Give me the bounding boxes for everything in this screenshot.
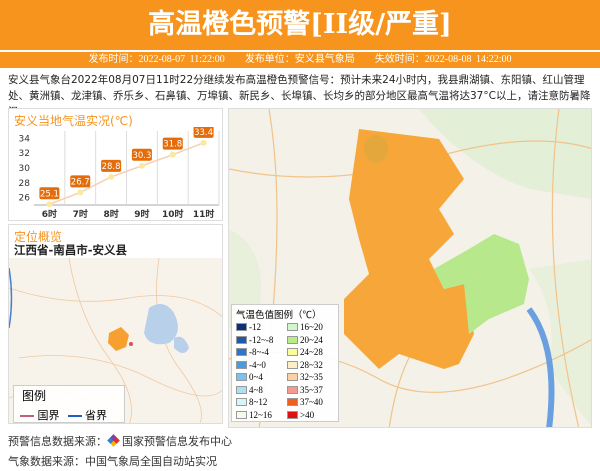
data-point	[200, 139, 207, 146]
temp-legend-item: -8~-4	[236, 347, 269, 357]
data-label-bg	[131, 148, 152, 161]
legend-title: 图例	[22, 389, 47, 403]
temperature-line	[49, 142, 204, 205]
location-panel: 定位概览 江西省-南昌市-安义县 图例 国界 省界	[8, 224, 223, 424]
legend-swatch	[287, 348, 298, 356]
legend-swatch	[287, 385, 298, 394]
expire-time: 失效时间：2022-08-08 14:22:00	[374, 54, 512, 65]
legend-swatch	[287, 323, 298, 331]
legend-swatch	[236, 398, 247, 406]
temp-legend-item: 0~4	[236, 372, 263, 382]
location-title: 定位概览	[14, 230, 63, 244]
location-path: 江西省-南昌市-安义县	[14, 243, 128, 257]
legend-province-border: 省界	[67, 407, 107, 423]
warning-area-map[interactable]: 气温色值图例（℃） -12 -12~-8 -8~-4 -4~0 0~4 4~8 8~12 12…	[228, 108, 592, 428]
temp-legend-title: 气温色值图例（℃）	[236, 311, 322, 321]
data-label: 33.4	[194, 128, 213, 138]
legend-swatch	[236, 373, 247, 381]
temp-legend-item: -12	[236, 322, 261, 332]
data-label-bg	[193, 127, 214, 138]
legend-swatch	[287, 373, 298, 381]
issuer: 发布单位：安义县气象局	[244, 54, 355, 65]
y-tick-label: 32	[19, 149, 30, 159]
chart-title: 安义当地气温实况(℃)	[14, 114, 133, 128]
temp-legend-item: 28~32	[287, 360, 323, 370]
temp-legend-item: 35~37	[287, 385, 323, 395]
y-tick-label: 26	[19, 194, 31, 204]
legend-swatch	[236, 323, 247, 331]
data-label: 26.7	[71, 177, 90, 187]
warning-description: 安义县气象台2022年08月07日11时22分继续发布高温橙色预警信号：预计未来…	[8, 74, 591, 118]
temp-legend-item: 16~20	[287, 322, 323, 332]
temp-legend-item: 24~28	[287, 347, 323, 357]
legend-swatch	[236, 348, 247, 356]
data-label-bg	[101, 159, 122, 172]
temp-legend-item: 8~12	[236, 397, 267, 407]
data-point	[77, 189, 84, 196]
temperature-chart-panel: 安义当地气温实况(℃) 6时 7时 8时 9时 10时 11时 26 28 30 32 34 25.1…	[8, 108, 223, 221]
legend-swatch	[287, 360, 298, 369]
warning-center-logo-icon	[107, 434, 120, 447]
data-label-bg	[70, 175, 91, 188]
warning-title: 高温橙色预警[II级/严重]	[0, 0, 600, 50]
temp-legend-item: 20~24	[287, 335, 323, 345]
legend-national-border: 国界	[20, 407, 60, 423]
data-label: 28.8	[102, 162, 121, 172]
data-point	[108, 173, 115, 180]
data-label: 31.8	[163, 140, 182, 150]
temp-legend-item: 32~35	[287, 372, 323, 382]
temperature-legend: 气温色值图例（℃） -12 -12~-8 -8~-4 -4~0 0~4 4~8 8~12 12…	[231, 304, 339, 422]
data-point	[138, 162, 145, 169]
data-label-bg	[39, 187, 60, 200]
temp-legend-item: 12~16	[236, 410, 272, 420]
warning-meta: 发布时间：2022-08-07 11:22:00 发布单位：安义县气象局 失效时间：…	[0, 52, 600, 68]
legend-swatch	[236, 360, 247, 369]
data-label-bg	[162, 137, 183, 150]
legend-swatch	[236, 335, 247, 344]
y-tick-label: 28	[19, 179, 31, 189]
x-tick-label: 8时	[103, 208, 118, 220]
issue-time: 发布时间：2022-08-07 11:22:00	[88, 54, 225, 65]
temperature-chart: 6时 7时 8时 9时 10时 11时 26 28 30 32 34 25.1 26.7 28.8 30.3…	[19, 127, 220, 220]
temp-legend-item: 4~8	[236, 385, 263, 395]
temp-legend-item: 37~40	[287, 397, 323, 407]
warning-center-link[interactable]: 国家预警信息发布中心	[122, 435, 232, 448]
y-tick-label: 34	[19, 134, 31, 144]
data-point	[46, 201, 53, 208]
map-legend: 图例 国界 省界	[13, 385, 125, 423]
x-tick-label: 7时	[73, 208, 88, 220]
x-tick-label: 11时	[193, 208, 215, 220]
y-tick-label: 30	[19, 164, 31, 174]
temp-legend-item: -4~0	[236, 360, 266, 370]
warning-source: 预警信息数据来源： 国家预警信息发布中心	[8, 434, 232, 448]
x-tick-label: 6时	[42, 208, 57, 220]
x-tick-label: 9时	[134, 208, 149, 220]
legend-swatch	[236, 410, 247, 419]
weather-source: 气象数据来源：中国气象局全国自动站实况	[8, 455, 217, 468]
data-label: 25.1	[40, 189, 59, 199]
legend-swatch	[287, 410, 298, 419]
legend-swatch	[287, 335, 298, 344]
data-point	[169, 151, 176, 158]
temp-legend-item: -12~-8	[236, 335, 273, 345]
temp-legend-item: >40	[287, 410, 314, 420]
legend-swatch	[287, 398, 298, 406]
legend-swatch	[236, 385, 247, 394]
data-label: 30.3	[132, 151, 151, 161]
x-tick-label: 10时	[162, 208, 184, 220]
